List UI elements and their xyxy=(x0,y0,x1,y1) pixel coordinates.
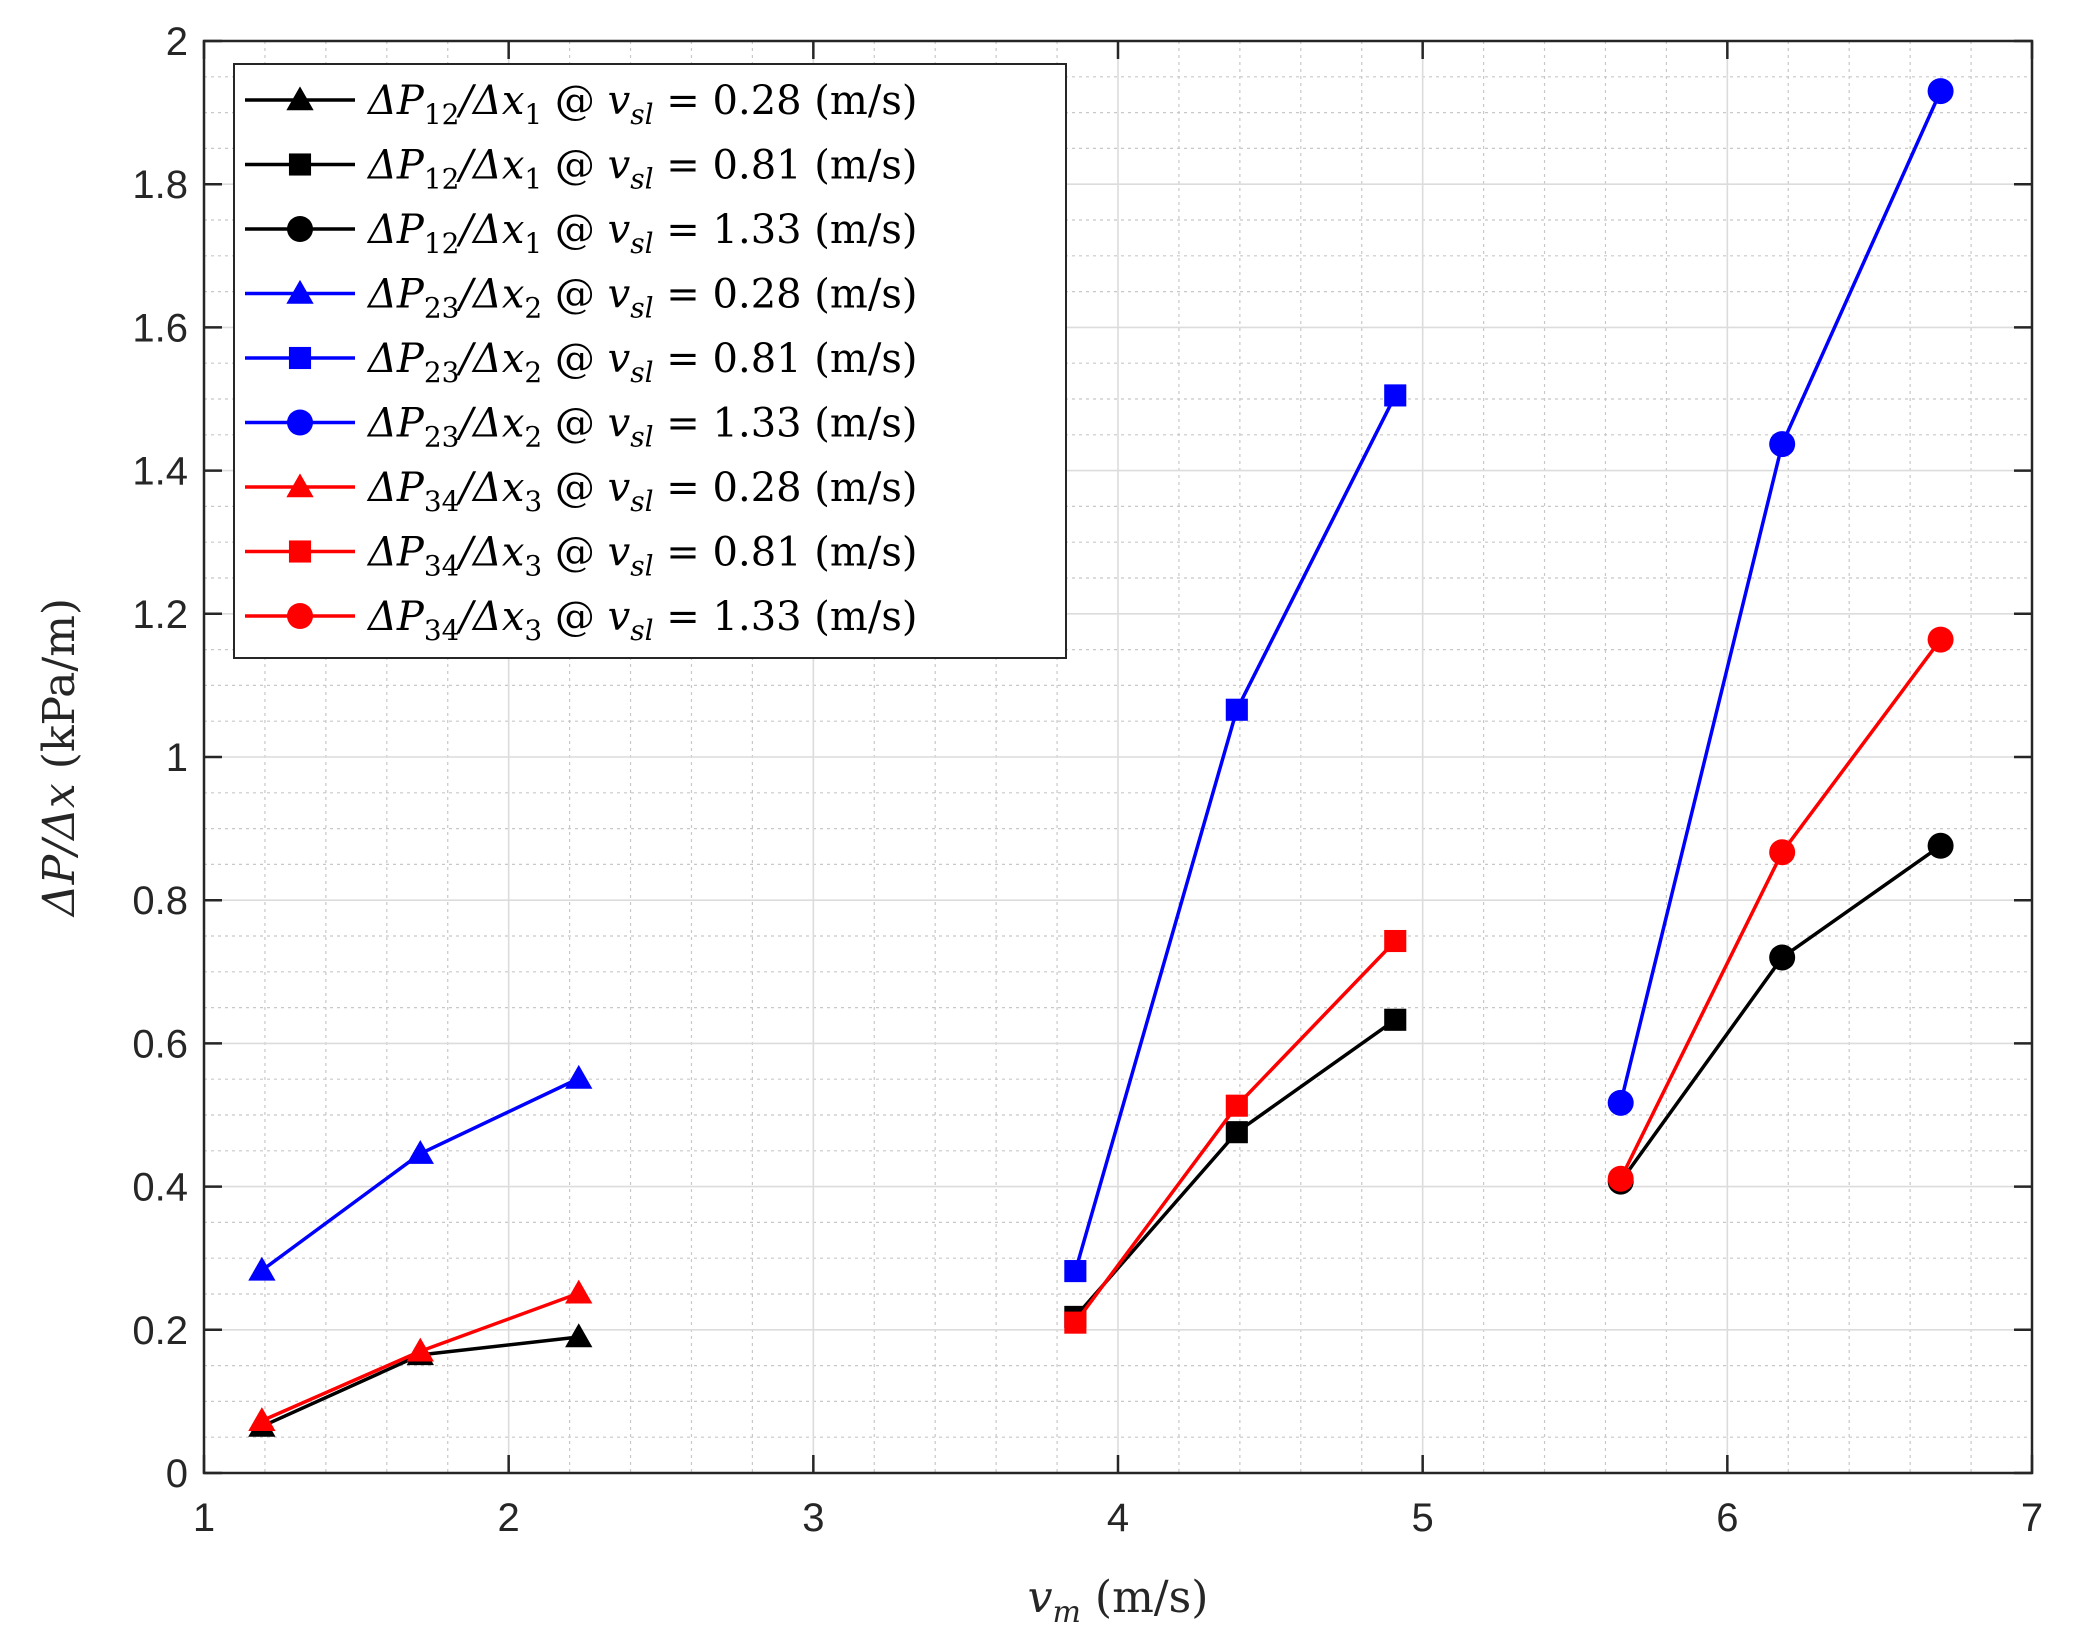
data-point xyxy=(248,1256,276,1281)
legend-label: ΔP23/Δx2 @ vsl = 0.28 (m/s) xyxy=(366,272,917,325)
series-7 xyxy=(248,1279,593,1431)
x-axis-label: vm (m/s) xyxy=(1028,1572,1209,1630)
data-point xyxy=(1769,431,1796,458)
y-axis-label: ΔP/Δx (kPa/m) xyxy=(34,598,85,918)
data-point xyxy=(1064,1311,1087,1334)
legend-box xyxy=(233,63,1067,659)
data-point xyxy=(1769,944,1796,971)
data-point xyxy=(1064,1260,1087,1283)
legend-label: ΔP12/Δx1 @ vsl = 0.28 (m/s) xyxy=(366,78,917,131)
x-tick-label: 5 xyxy=(1412,1496,1434,1540)
legend: ΔP12/Δx1 @ vsl = 0.28 (m/s) ΔP12/Δx1 @ vs… xyxy=(233,63,1067,659)
data-point xyxy=(1384,929,1407,953)
data-point xyxy=(1607,1165,1634,1192)
legend-label: ΔP12/Δx1 @ vsl = 1.33 (m/s) xyxy=(366,207,917,260)
x-tick-label: 1 xyxy=(193,1496,215,1540)
data-point xyxy=(565,1323,593,1348)
x-tick-label: 7 xyxy=(2021,1496,2043,1540)
legend-entry: ΔP23/Δx2 @ vsl = 0.28 (m/s) xyxy=(245,272,917,325)
x-tick-label: 3 xyxy=(802,1496,824,1540)
legend-entry: ΔP12/Δx1 @ vsl = 0.28 (m/s) xyxy=(245,78,917,131)
data-point xyxy=(1225,1094,1248,1117)
y-tick-label: 0.4 xyxy=(132,1166,188,1210)
y-tick-label: 1.2 xyxy=(132,593,188,637)
data-point xyxy=(406,1337,434,1362)
legend-marker xyxy=(287,216,313,242)
data-point xyxy=(565,1064,593,1089)
legend-marker xyxy=(288,153,312,176)
series-4 xyxy=(248,1064,593,1281)
y-tick-label: 1.8 xyxy=(132,163,188,207)
legend-label: ΔP34/Δx3 @ vsl = 1.33 (m/s) xyxy=(366,594,917,647)
tick-marks xyxy=(202,39,2034,1475)
legend-label: ΔP23/Δx2 @ vsl = 0.81 (m/s) xyxy=(366,336,917,389)
legend-marker xyxy=(286,473,314,498)
data-point xyxy=(1607,1089,1634,1116)
y-tick-label: 1.4 xyxy=(132,450,188,494)
x-tick-label: 2 xyxy=(498,1496,520,1540)
series-9 xyxy=(1607,626,1954,1192)
legend-marker xyxy=(286,279,314,304)
x-tick-label: 6 xyxy=(1716,1496,1738,1540)
series-8 xyxy=(1064,929,1407,1334)
series-6 xyxy=(1607,78,1954,1116)
data-point xyxy=(1384,1008,1407,1031)
legend-label: ΔP23/Δx2 @ vsl = 1.33 (m/s) xyxy=(366,401,917,454)
y-tick-label: 1.6 xyxy=(132,306,188,350)
legend-entry: ΔP34/Δx3 @ vsl = 0.28 (m/s) xyxy=(245,465,917,518)
legend-entry: ΔP34/Δx3 @ vsl = 1.33 (m/s) xyxy=(245,594,917,647)
y-tick-label: 2 xyxy=(166,20,188,64)
series-layer xyxy=(248,78,1954,1437)
data-point xyxy=(565,1279,593,1304)
data-point xyxy=(406,1140,434,1164)
legend-marker xyxy=(286,86,314,111)
series-5 xyxy=(1064,384,1407,1283)
legend-entries: ΔP12/Δx1 @ vsl = 0.28 (m/s) ΔP12/Δx1 @ vs… xyxy=(245,78,917,647)
legend-marker xyxy=(287,603,313,629)
x-tick-label: 4 xyxy=(1107,1496,1129,1540)
data-point xyxy=(1927,832,1954,859)
y-tick-label: 0 xyxy=(166,1452,188,1496)
data-point xyxy=(1769,839,1796,866)
legend-label: ΔP34/Δx3 @ vsl = 0.28 (m/s) xyxy=(366,465,917,518)
legend-entry: ΔP23/Δx2 @ vsl = 1.33 (m/s) xyxy=(245,401,917,454)
legend-marker xyxy=(287,409,313,436)
data-point xyxy=(248,1407,276,1431)
data-point xyxy=(1225,1121,1248,1144)
data-point xyxy=(1927,626,1954,653)
y-tick-label: 1 xyxy=(166,736,188,780)
legend-entry: ΔP12/Δx1 @ vsl = 1.33 (m/s) xyxy=(245,207,917,260)
legend-entry: ΔP23/Δx2 @ vsl = 0.81 (m/s) xyxy=(245,336,917,389)
legend-marker xyxy=(288,540,312,563)
legend-entry: ΔP34/Δx3 @ vsl = 0.81 (m/s) xyxy=(245,530,917,583)
legend-marker xyxy=(288,346,312,370)
data-point xyxy=(1927,78,1954,105)
legend-label: ΔP34/Δx3 @ vsl = 0.81 (m/s) xyxy=(366,530,917,583)
y-tick-label: 0.2 xyxy=(132,1309,188,1353)
tick-labels: 1 2 3 4 5 6 7 0 0.2 0.4 0.6 0.8 1 1.2 1.4 1.6 1.8 2 xyxy=(132,20,2043,1540)
legend-entry: ΔP12/Δx1 @ vsl = 0.81 (m/s) xyxy=(245,143,917,196)
data-point xyxy=(1384,384,1407,407)
legend-label: ΔP12/Δx1 @ vsl = 0.81 (m/s) xyxy=(366,143,917,196)
data-point xyxy=(1225,698,1248,721)
y-tick-label: 0.6 xyxy=(132,1022,188,1066)
y-tick-label: 0.8 xyxy=(132,879,188,923)
